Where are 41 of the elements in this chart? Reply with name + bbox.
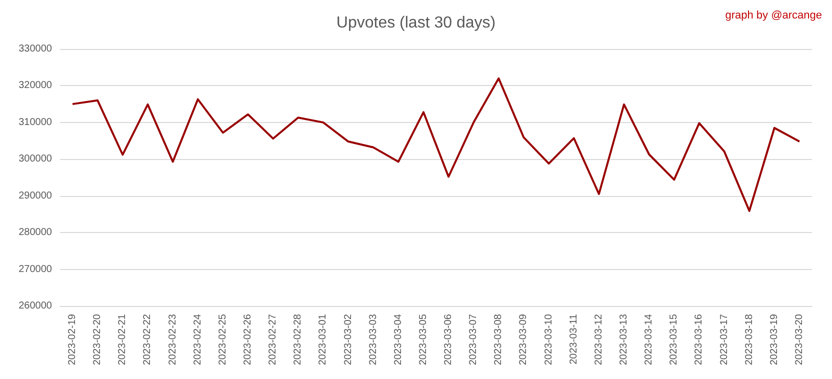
x-tick-label: 2023-03-07 [468, 314, 480, 366]
x-tick-label: 2023-03-20 [794, 314, 805, 366]
x-tick-label: 2023-02-22 [142, 314, 154, 366]
x-tick-label: 2023-03-16 [694, 314, 705, 366]
x-tick-label: 2023-03-13 [618, 314, 630, 366]
y-tick-label: 310000 [18, 116, 52, 128]
y-tick-label: 260000 [18, 300, 52, 312]
x-tick-label: 2023-03-08 [493, 314, 504, 366]
x-tick-label: 2023-03-04 [392, 314, 404, 366]
x-tick-label: 2023-03-15 [668, 314, 680, 366]
x-tick-label: 2023-02-24 [192, 314, 204, 366]
x-tick-label: 2023-03-10 [543, 314, 554, 366]
x-tick-label: 2023-03-14 [644, 314, 655, 366]
text: graph by @arcange [725, 10, 822, 22]
x-tick-label: 2023-03-11 [568, 314, 580, 364]
y-tick-label: 300000 [18, 154, 52, 165]
x-tick-label: 2023-02-21 [117, 314, 128, 366]
x-tick-label: 2023-02-25 [217, 314, 228, 366]
x-tick-label: 2023-03-05 [418, 314, 429, 366]
x-tick-label: 2023-03-03 [368, 314, 379, 366]
y-tick-label: 290000 [18, 190, 52, 202]
y-tick-label: 330000 [18, 44, 52, 54]
x-tick-label: 2023-03-18 [744, 314, 755, 366]
x-tick-label: 2023-02-20 [92, 314, 104, 366]
y-tick-label: 280000 [18, 227, 52, 238]
x-tick-label: 2023-03-17 [718, 314, 730, 366]
chart-title: Upvotes (last 30 days) [336, 14, 496, 32]
x-tick-label: 2023-02-28 [292, 314, 304, 366]
y-tick-label: 320000 [18, 80, 52, 92]
x-tick-label: 2023-02-27 [268, 314, 279, 366]
y-tick-label: 270000 [18, 264, 52, 275]
x-tick-label: 2023-03-02 [342, 314, 354, 366]
x-tick-label: 2023-03-09 [518, 314, 530, 366]
x-tick-label: 2023-03-06 [443, 314, 454, 366]
x-tick-label: 2023-03-01 [318, 314, 329, 366]
x-tick-label: 2023-03-19 [768, 314, 780, 366]
x-tick-label: 2023-02-19 [67, 314, 78, 366]
line-series [72, 77, 800, 212]
x-tick-label: 2023-02-26 [242, 314, 254, 366]
x-tick-label: 2023-02-23 [167, 314, 178, 366]
x-tick-label: 2023-03-12 [593, 314, 604, 366]
